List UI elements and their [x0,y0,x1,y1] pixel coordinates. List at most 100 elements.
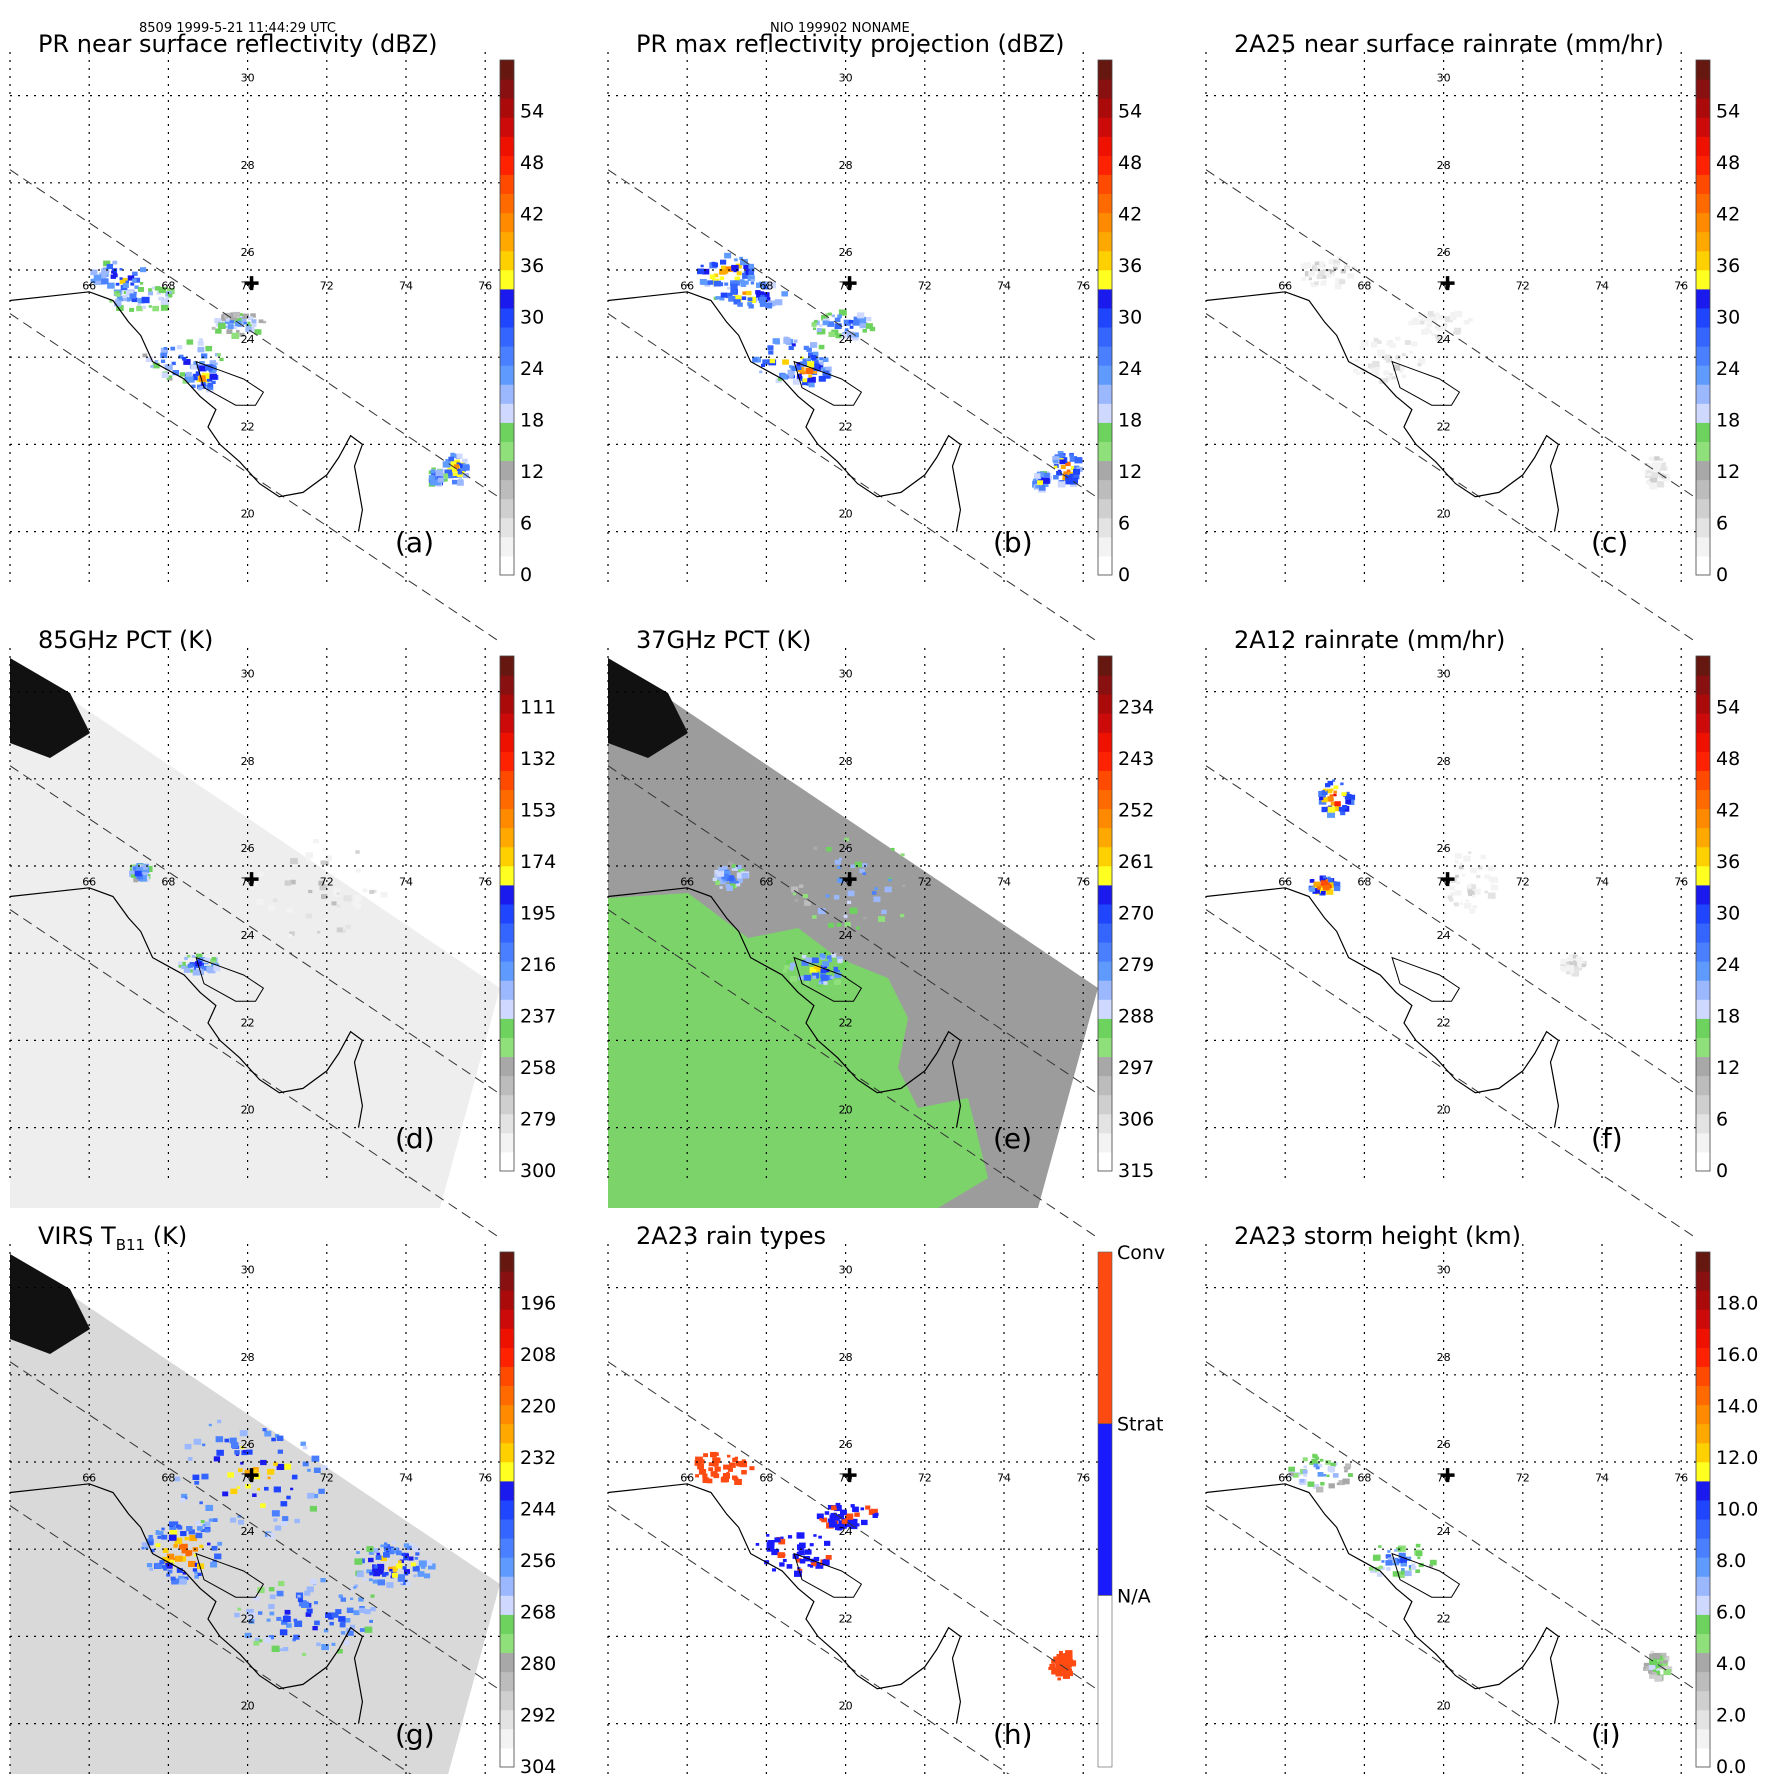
field-cell [1053,465,1058,469]
field-cell [158,286,167,293]
lon-tick-label: 72 [1516,280,1530,293]
field-cell [774,299,783,306]
field-cell [761,292,770,299]
field-cell [1389,372,1393,376]
field-cell [1334,801,1341,807]
field-cell [1472,894,1476,898]
panel-letter: (c) [1591,526,1628,559]
colorbar-tick: 10.0 [1716,1499,1758,1521]
field-cell [881,909,887,915]
lon-tick-label: 72 [1516,1472,1530,1485]
colorbar-tick: 306 [1118,1109,1154,1131]
field-cell [112,260,118,265]
field-cell [1447,895,1453,900]
colorbar-cell [500,1328,514,1348]
field-cell [230,1517,237,1523]
colorbar-tick: 111 [520,697,556,719]
field-cell [1330,1462,1336,1467]
field-cell [834,317,841,323]
field-cell [798,975,804,980]
colorbar-cell [1098,193,1112,214]
field-cell [763,281,769,286]
field-cell [179,372,186,377]
field-cell [734,258,738,262]
field-cell [786,1564,793,1569]
field-cell [392,1541,396,1545]
field-cell [1573,966,1579,971]
field-cell [752,357,758,362]
field-cell [428,475,435,481]
panel-title-text: 85GHz PCT (K) [38,626,214,654]
colorbar-tick: 12 [520,461,544,483]
field-cell [353,1610,360,1616]
colorbar-cell [500,980,514,1000]
field-cell [185,376,194,383]
field-cell [114,300,122,307]
colorbar-cell [500,1519,514,1539]
field-cell [313,1601,318,1605]
lon-tick-label: 68 [1357,876,1371,889]
field-cell [728,296,736,302]
field-cell [1043,472,1050,478]
field-cell [200,1520,205,1523]
field-cell [364,1626,373,1633]
field-cell [221,313,226,317]
field-cell [354,1584,359,1588]
colorbar-frame [1097,59,1113,576]
field-cell [781,291,788,297]
colorbar-cell [1098,555,1112,576]
field-cell [828,312,832,316]
field-cell [1305,272,1311,277]
field-cell [715,881,721,886]
field-cell [452,479,458,485]
field-cell [747,302,753,306]
field-cell [769,358,776,364]
field-cell [732,1457,738,1463]
field-cell [195,953,203,959]
colorbar-cell [500,536,514,557]
field-cell [457,480,464,486]
field-cell [1074,457,1083,464]
colorbar-tick: 297 [1118,1057,1154,1079]
colorbar-cell [500,1747,514,1768]
field-cell [871,891,877,895]
field-cell [380,1544,384,1548]
lat-tick-label: 24 [241,929,255,942]
field-cell [209,360,216,366]
chart-panel: 2A25 near surface rainrate (mm/hr) 66 68 70… [1205,20,1766,643]
colorbar-cell [1696,980,1710,1000]
field-cell [1353,368,1359,373]
field-cell [195,961,202,967]
colorbar-frame [1695,655,1711,1172]
field-cell [119,268,123,271]
field-cell [1065,480,1071,485]
field-cell [1385,1560,1393,1566]
colorbar-cell [1696,827,1710,848]
field-cell [219,357,224,362]
colorbar-frame [499,655,515,1172]
colorbar-cell [1696,1385,1710,1406]
field-cell [825,969,830,973]
field-cell [354,1558,363,1565]
field-cell [133,866,139,871]
field-cell [1578,967,1582,971]
field-cell [868,1509,876,1515]
field-cell [815,1562,824,1569]
field-cell [208,1518,213,1522]
colorbar-cell [500,1056,514,1077]
field-cell [258,1639,263,1643]
field-cell [850,1504,855,1508]
field-cell [340,1597,346,1602]
field-cell [1309,282,1314,285]
field-cell [888,878,892,882]
field-cell [1401,353,1406,357]
field-cell [1033,478,1037,482]
field-cell [803,345,809,350]
colorbar-cell [1696,1557,1710,1577]
colorbar-tick: 300 [520,1160,556,1182]
field-cell [215,1436,224,1443]
colorbar-cell [1696,327,1710,347]
lat-tick-label: 30 [1437,72,1451,85]
field-cell [824,1540,831,1546]
field-cell [1413,317,1418,321]
